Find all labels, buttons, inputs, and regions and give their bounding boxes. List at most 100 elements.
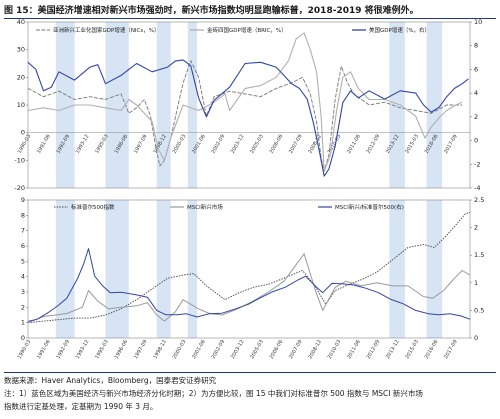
footer-source: 数据来源：Haver Analytics，Bloomberg，国泰君安证券研究 [4,376,217,385]
x-tick-label: 2011-06 [346,339,362,360]
left-tick-label: 7 [21,227,25,235]
shaded-period [389,22,405,188]
left-tick-label: 6 [21,242,25,250]
plot-frame [27,199,471,339]
x-tick-label: 2000-03 [172,339,188,360]
x-tick-label: 1993-12 [75,339,91,360]
x-tick-label: 2007-09 [288,339,304,360]
x-tick-label: 1990-03 [17,339,33,360]
x-tick-label: 2015-03 [404,134,420,155]
x-tick-label: 2006-06 [269,134,285,155]
series-line [27,211,471,324]
left-tick-label: -20 [14,184,25,192]
left-tick-label: 3 [21,288,25,296]
shaded-period [156,200,171,338]
x-tick-label: 1991-06 [36,134,52,155]
shaded-period [55,200,75,338]
series-line [27,59,469,177]
right-tick-label: 0.5 [474,306,484,314]
x-tick-label: 2016-06 [424,339,440,360]
x-tick-label: 2008-12 [307,339,323,360]
left-tick-label: 40 [17,18,25,26]
chart-bottom-index: 0 1 2 3 4 5 6 7 8 9 0 0.5 1 1.5 2 2.5 1990-03 1991-06 1992… [17,196,485,360]
legend-label: 美国GDP增速（%，右） [369,26,430,34]
right-tick-label: 2 [474,224,478,232]
x-tick-label: 2017-09 [443,339,459,360]
left-tick-label: 4 [21,273,25,281]
shaded-period [105,200,129,338]
left-tick-label: 0 [21,334,25,342]
right-tick-label: -2 [474,160,480,168]
x-tick-label: 1996-06 [114,339,130,360]
legend-label: MSCI新兴市场 [187,203,223,211]
x-tick-label: 1991-06 [36,339,52,360]
shaded-period [187,22,198,188]
left-tick-label: 2 [21,303,25,311]
figure-title: 图 15：美国经济增速相对新兴市场强劲时，新兴市场指数均明显跑输标普，2018-… [4,6,419,16]
shaded-period [105,22,129,188]
right-tick-label: 6 [474,65,478,73]
x-tick-label: 2007-09 [288,134,304,155]
legend-label: 金砖四国GDP增速（BRIC，%） [207,26,287,34]
shaded-period [55,22,75,188]
x-tick-label: 1997-09 [133,339,149,360]
x-tick-label: 2000-03 [172,134,188,155]
x-tick-label: 2003-12 [230,134,246,155]
left-tick-label: 10 [17,101,25,109]
x-tick-label: 1995-03 [94,339,110,360]
right-tick-label: 2 [474,113,478,121]
x-tick-label: 1992-09 [55,339,71,360]
left-tick-label: 1 [21,319,25,327]
right-tick-label: 0 [474,334,478,342]
right-tick-label: 4 [474,89,478,97]
left-tick-label: 30 [17,46,25,54]
left-tick-label: 9 [21,196,25,204]
right-tick-label: 1 [474,279,478,287]
x-tick-label: 2003-12 [230,339,246,360]
shaded-period [187,200,198,338]
x-tick-label: 2011-06 [346,134,362,155]
x-tick-label: 1990-03 [17,134,33,155]
left-tick-label: 5 [21,257,25,265]
shaded-period [426,22,443,188]
legend-label: 标准普尔500指数 [71,203,115,211]
left-tick-label: 20 [17,73,25,81]
left-tick-label: 0 [21,129,25,137]
x-tick-label: 2017-09 [443,134,459,155]
right-tick-label: 10 [474,18,482,26]
x-tick-label: 2005-03 [249,339,265,360]
x-tick-label: 1998-12 [152,339,168,360]
series-line [27,248,471,322]
shaded-period [426,200,443,338]
x-tick-label: 2002-09 [211,134,227,155]
shaded-period [156,22,171,188]
footer-note-line2: 指数进行定基处理，定基期为 1990 年 3 月。 [4,402,158,411]
footer-rule [4,372,496,373]
shaded-period [389,200,405,338]
title-rule [4,18,496,19]
series-line [27,32,463,172]
right-tick-label: 8 [474,42,478,50]
x-tick-label: 2005-03 [249,134,265,155]
right-tick-label: 0 [474,137,478,145]
x-tick-label: 1993-12 [75,134,91,155]
right-tick-label: 1.5 [474,251,484,259]
left-tick-label: -10 [14,156,25,164]
right-tick-label: -4 [474,184,480,192]
right-tick-label: 2.5 [474,196,484,204]
x-tick-label: 2001-06 [191,339,207,360]
x-tick-label: 2012-09 [366,339,382,360]
x-tick-label: 2002-09 [211,339,227,360]
x-tick-label: 2013-12 [385,339,401,360]
x-tick-label: 2015-03 [404,339,420,360]
legend-label: 亚洲新兴工业化国家GDP增速（NICs，%） [53,26,159,34]
x-tick-label: 2012-09 [366,134,382,155]
x-tick-label: 2006-06 [269,339,285,360]
x-tick-label: 2010-03 [327,339,343,360]
x-tick-label: 1997-09 [133,134,149,155]
footer-note-line1: 注：1）蓝色区域为美国经济与新兴市场经济分化时期；2）为方便比较，图 15 中我… [4,389,423,398]
legend-label: MSCI新兴/标准普尔500(右) [335,203,404,211]
left-tick-label: 8 [21,211,25,219]
